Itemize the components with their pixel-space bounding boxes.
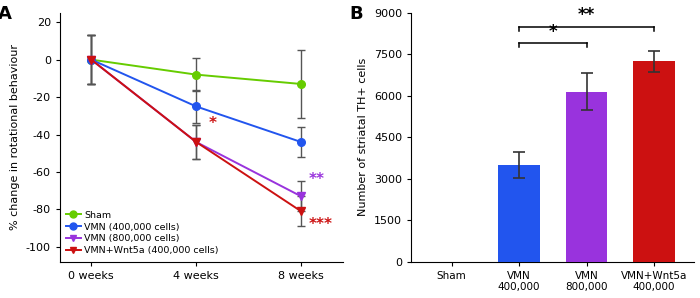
- Text: **: **: [578, 7, 595, 24]
- Text: *: *: [209, 116, 217, 131]
- Bar: [498, 165, 540, 262]
- Bar: [633, 61, 675, 262]
- Text: **: **: [309, 172, 324, 187]
- Y-axis label: Number of striatal TH+ cells: Number of striatal TH+ cells: [358, 58, 368, 216]
- Y-axis label: % change in rotational behaviour: % change in rotational behaviour: [10, 44, 20, 230]
- Text: *: *: [549, 23, 557, 41]
- Legend: Sham, VMN (400,000 cells), VMN (800,000 cells), VMN+Wnt5a (400,000 cells): Sham, VMN (400,000 cells), VMN (800,000 …: [64, 209, 220, 257]
- Text: A: A: [0, 5, 11, 23]
- Bar: [566, 92, 608, 262]
- Text: B: B: [349, 5, 363, 23]
- Text: ***: ***: [309, 217, 332, 232]
